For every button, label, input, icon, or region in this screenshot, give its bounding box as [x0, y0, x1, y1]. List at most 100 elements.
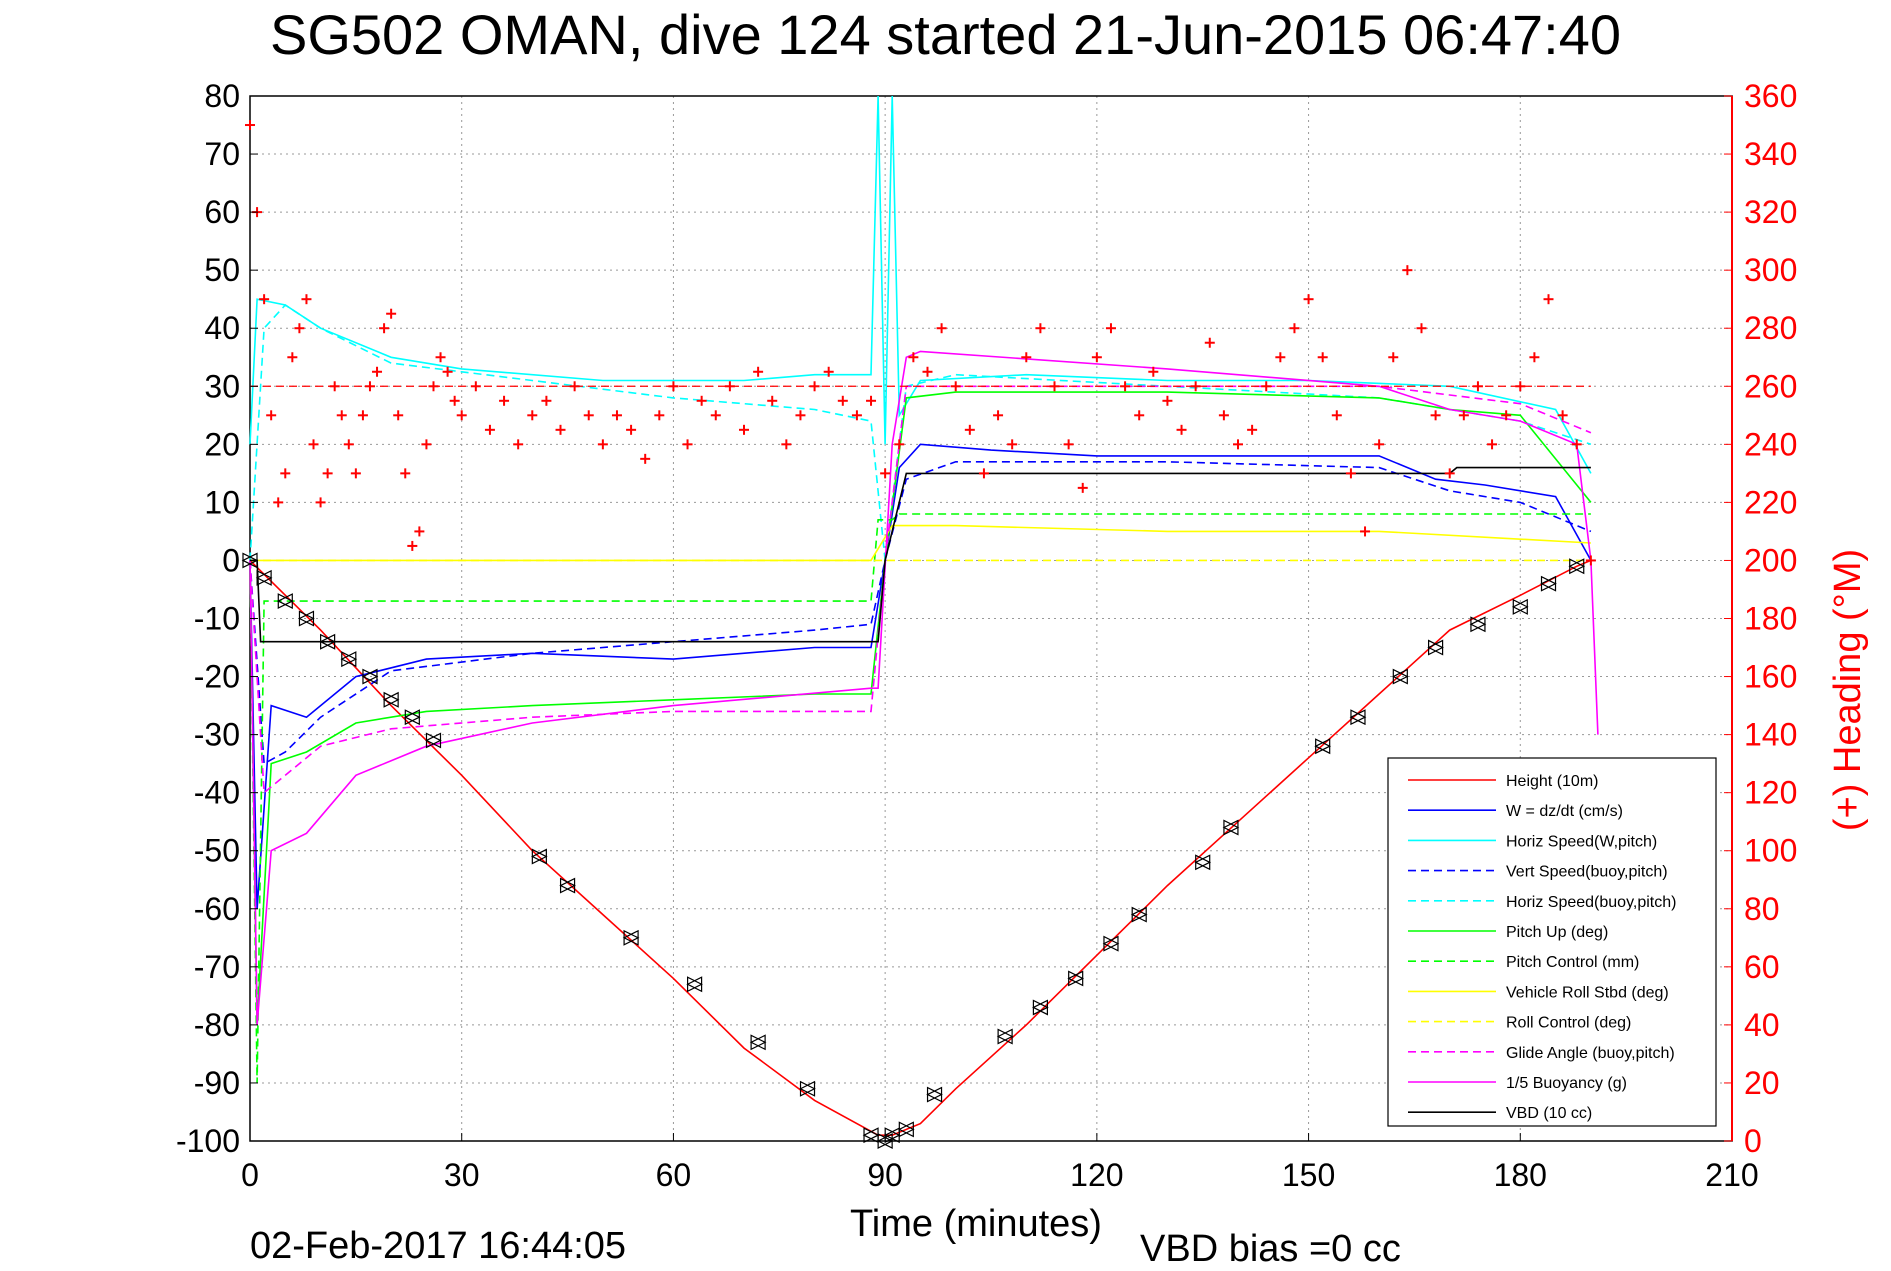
y-tick-label: -10	[194, 601, 240, 637]
heading-point	[851, 410, 862, 421]
y2-tick-label: 160	[1744, 659, 1797, 695]
y2-tick-label: 100	[1744, 833, 1797, 869]
height-marker-right	[277, 593, 294, 610]
series-line-7	[250, 524, 1591, 562]
heading-point	[724, 381, 735, 392]
height-marker-right	[1470, 616, 1487, 633]
heading-point	[837, 395, 848, 406]
heading-point	[1529, 352, 1540, 363]
heading-point	[1261, 381, 1272, 392]
heading-point	[1134, 410, 1145, 421]
y-tick-label: -40	[194, 775, 240, 811]
y-tick-label: -30	[194, 717, 240, 753]
height-marker	[926, 1086, 943, 1103]
y2-tick-label: 240	[1744, 426, 1797, 462]
legend-label-7: Vehicle Roll Stbd (deg)	[1506, 984, 1669, 1001]
height-marker-right	[1540, 575, 1557, 592]
y2-tick-label: 360	[1744, 78, 1797, 114]
x-axis-label: Time (minutes)	[850, 1203, 1102, 1245]
height-marker-left	[749, 1034, 766, 1051]
heading-point	[315, 497, 326, 508]
heading-point	[597, 439, 608, 450]
heading-point	[1190, 381, 1201, 392]
height-marker	[622, 929, 640, 946]
heading-point	[449, 395, 460, 406]
heading-point	[583, 410, 594, 421]
height-marker-right	[242, 552, 259, 569]
y-tick-label: -70	[194, 949, 240, 985]
height-marker-left	[686, 976, 703, 993]
height-marker	[1427, 639, 1444, 656]
height-marker-right	[362, 668, 379, 685]
heading-point	[470, 381, 481, 392]
y2-tick-label: 260	[1744, 368, 1797, 404]
vbd-bias-label: VBD bias =0 cc	[1140, 1228, 1401, 1270]
height-marker	[862, 1127, 880, 1144]
heading-point	[421, 439, 432, 450]
y-tick-label: 70	[204, 136, 240, 172]
generated-timestamp: 02-Feb-2017 16:44:05	[250, 1225, 627, 1267]
marker-layer	[241, 552, 1586, 1149]
height-marker-right	[1350, 709, 1367, 726]
heading-point	[823, 366, 834, 377]
heading-point	[1007, 439, 1018, 450]
y2-tick-label: 200	[1744, 542, 1797, 578]
heading-point	[809, 381, 820, 392]
heading-point	[329, 381, 340, 392]
height-marker-right	[1103, 935, 1120, 952]
series-line-5	[249, 391, 1592, 1025]
heading-point	[739, 424, 749, 435]
height-marker-right	[1068, 970, 1085, 987]
height-marker	[1102, 935, 1120, 952]
height-marker-right	[750, 1034, 767, 1051]
heading-point	[1204, 337, 1215, 348]
chart-title: SG502 OMAN, dive 124 started 21-Jun-2015…	[269, 3, 1622, 66]
heading-point	[668, 381, 679, 392]
height-marker-left	[996, 1028, 1013, 1045]
legend-label-6: Pitch Control (mm)	[1506, 954, 1639, 971]
heading-point	[364, 381, 375, 392]
height-marker-left	[1391, 668, 1408, 685]
height-marker	[361, 668, 379, 685]
heading-point	[654, 410, 665, 421]
heading-point	[1303, 294, 1314, 305]
y2-tick-label: 280	[1744, 310, 1797, 346]
legend-label-8: Roll Control (deg)	[1506, 1015, 1631, 1032]
heading-point	[696, 395, 707, 406]
y-tick-label: -20	[194, 659, 240, 695]
heading-point	[407, 540, 418, 551]
height-marker	[382, 691, 400, 708]
heading-point	[781, 439, 792, 450]
heading-point	[322, 468, 333, 479]
height-marker	[897, 1121, 915, 1138]
heading-point	[1345, 468, 1356, 479]
heading-point	[555, 424, 566, 435]
height-marker-right	[1131, 906, 1148, 923]
heading-point	[640, 453, 651, 464]
height-marker	[1067, 970, 1085, 987]
height-marker-right	[898, 1121, 915, 1138]
x-tick-label: 90	[867, 1157, 903, 1193]
series-line-3	[249, 460, 1592, 765]
heading-point	[1501, 410, 1512, 421]
heading-point	[527, 410, 538, 421]
heading-point	[1233, 439, 1243, 450]
height-marker	[559, 877, 576, 894]
height-marker-right	[623, 929, 640, 946]
y-tick-label: 60	[204, 194, 240, 230]
heading-point	[894, 439, 905, 450]
heading-point	[682, 439, 693, 450]
heading-point	[1374, 439, 1385, 450]
y2-tick-label: 20	[1744, 1065, 1780, 1101]
heading-point	[541, 395, 552, 406]
heading-point	[1275, 352, 1286, 363]
y-tick-label: 40	[204, 310, 240, 346]
height-marker-right	[863, 1127, 880, 1144]
heading-point	[866, 395, 877, 406]
heading-point	[1416, 323, 1427, 334]
height-marker	[1469, 616, 1487, 633]
height-marker-left	[559, 877, 576, 894]
height-marker-left	[1067, 970, 1084, 987]
heading-point	[611, 410, 622, 421]
